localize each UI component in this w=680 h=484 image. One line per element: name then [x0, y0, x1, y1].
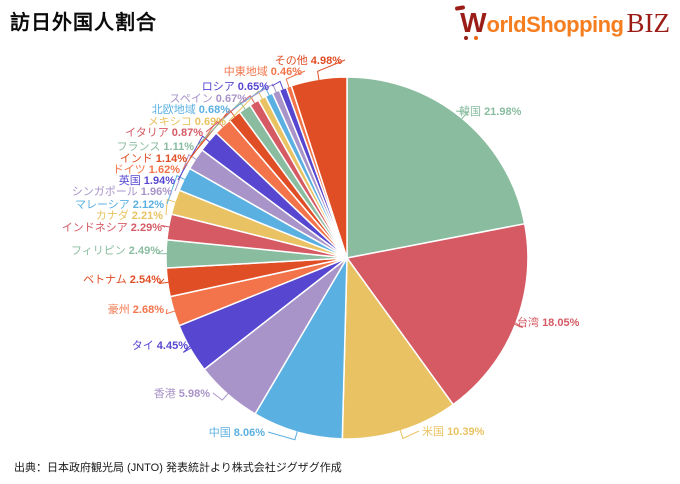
leader-line — [166, 175, 186, 205]
slice-label: メキシコ 0.69% — [148, 116, 226, 128]
leader-line — [399, 429, 420, 440]
source-note: 出典：日本政府観光局 (JNTO) 発表統計より株式会社ジグザグ作成 — [14, 462, 342, 474]
leader-line — [158, 278, 169, 285]
leader-line — [165, 198, 176, 216]
leader-line — [267, 430, 298, 441]
slice-label: 米国 10.39% — [422, 425, 485, 438]
leader-line — [177, 135, 210, 181]
leader-line — [174, 153, 197, 192]
logo-suffix: BIZ — [626, 8, 671, 38]
cart-wheel-icon — [474, 36, 479, 40]
slice-label: マレーシア 2.12% — [75, 199, 164, 211]
leader-line — [249, 83, 277, 99]
leader-line — [205, 94, 256, 133]
slice-label: 韓国 21.98% — [459, 105, 522, 118]
slice-label: フランス 1.11% — [117, 141, 195, 153]
slice-label: 中国 8.06% — [209, 426, 265, 439]
slice-label: シンガポール 1.96% — [72, 185, 172, 198]
slice-label: 中東地域 0.46% — [224, 65, 302, 78]
slice-label: タイ 4.45% — [132, 339, 188, 352]
slice-label: インド 1.14% — [120, 153, 187, 165]
slice-label: その他 4.98% — [275, 54, 342, 67]
slice-label: 台湾 18.05% — [517, 315, 580, 329]
leader-line — [317, 59, 346, 81]
slice-label: インドネシア 2.29% — [62, 221, 162, 234]
cart-wheel-icon — [464, 36, 469, 40]
cart-w-mark: W — [454, 5, 487, 40]
leader-line — [182, 344, 192, 353]
leader-line — [212, 392, 229, 401]
slice-label: 北欧地域 0.68% — [152, 103, 230, 116]
leader-line — [165, 308, 176, 315]
slice-label: ベトナム 2.54% — [83, 273, 161, 286]
slice-label: ドイツ 1.62% — [113, 164, 180, 176]
logo-wordmark: orldShopping — [486, 12, 624, 37]
leader-line — [285, 70, 306, 88]
leader-line — [455, 110, 469, 120]
leader-line — [232, 86, 270, 110]
leader-line — [156, 249, 168, 255]
page-title: 訪日外国人割合 — [10, 12, 157, 34]
leader-line — [196, 101, 246, 147]
slice-label: ロシア 0.65% — [202, 81, 269, 93]
leader-line — [271, 80, 284, 90]
leader-line — [513, 321, 523, 329]
leader-line — [228, 90, 263, 122]
slice-label: イタリア 0.87% — [125, 126, 203, 139]
slice-label: スペイン 0.67% — [170, 93, 248, 105]
slice-label: 豪州 2.68% — [108, 302, 164, 316]
logo-letter-w: W — [460, 7, 487, 38]
leader-line — [160, 224, 170, 228]
slice-label: 英国 1.94% — [119, 173, 175, 187]
leader-line — [189, 109, 236, 159]
slice-label: カナダ 2.21% — [96, 208, 163, 222]
slice-label: 香港 5.98% — [154, 387, 210, 400]
slice-label: フィリピン 2.49% — [71, 244, 160, 257]
